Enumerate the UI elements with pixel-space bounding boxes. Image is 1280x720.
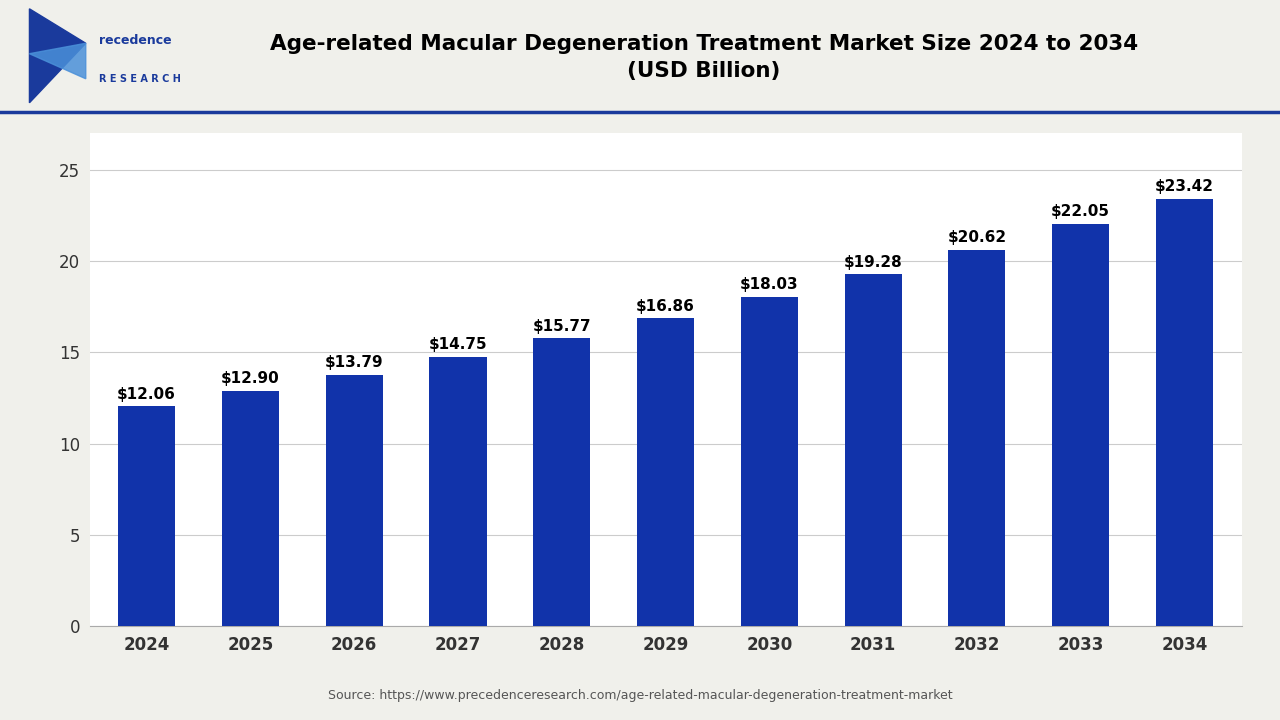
- Bar: [325, 374, 383, 626]
- Text: $22.05: $22.05: [1051, 204, 1110, 219]
- Text: $16.86: $16.86: [636, 299, 695, 314]
- Bar: [741, 297, 797, 626]
- Text: $23.42: $23.42: [1155, 179, 1213, 194]
- Bar: [845, 274, 901, 626]
- Text: $14.75: $14.75: [429, 338, 488, 352]
- Text: Source: https://www.precedenceresearch.com/age-related-macular-degeneration-trea: Source: https://www.precedenceresearch.c…: [328, 689, 952, 702]
- Text: $12.06: $12.06: [118, 387, 177, 402]
- Bar: [221, 391, 279, 626]
- Bar: [1156, 199, 1213, 626]
- Text: $12.90: $12.90: [221, 372, 280, 386]
- Text: $18.03: $18.03: [740, 277, 799, 292]
- Bar: [118, 406, 175, 626]
- Text: R E S E A R C H: R E S E A R C H: [99, 73, 180, 84]
- Text: recedence: recedence: [99, 34, 172, 47]
- Bar: [637, 318, 694, 626]
- Text: $19.28: $19.28: [844, 255, 902, 270]
- Bar: [534, 338, 590, 626]
- Bar: [430, 357, 486, 626]
- Text: $15.77: $15.77: [532, 319, 591, 334]
- Text: $20.62: $20.62: [947, 230, 1006, 246]
- Bar: [1052, 224, 1110, 626]
- Polygon shape: [29, 9, 86, 103]
- Polygon shape: [29, 43, 86, 78]
- Bar: [948, 250, 1006, 626]
- Text: $13.79: $13.79: [325, 355, 384, 370]
- Text: Age-related Macular Degeneration Treatment Market Size 2024 to 2034
(USD Billion: Age-related Macular Degeneration Treatme…: [270, 35, 1138, 81]
